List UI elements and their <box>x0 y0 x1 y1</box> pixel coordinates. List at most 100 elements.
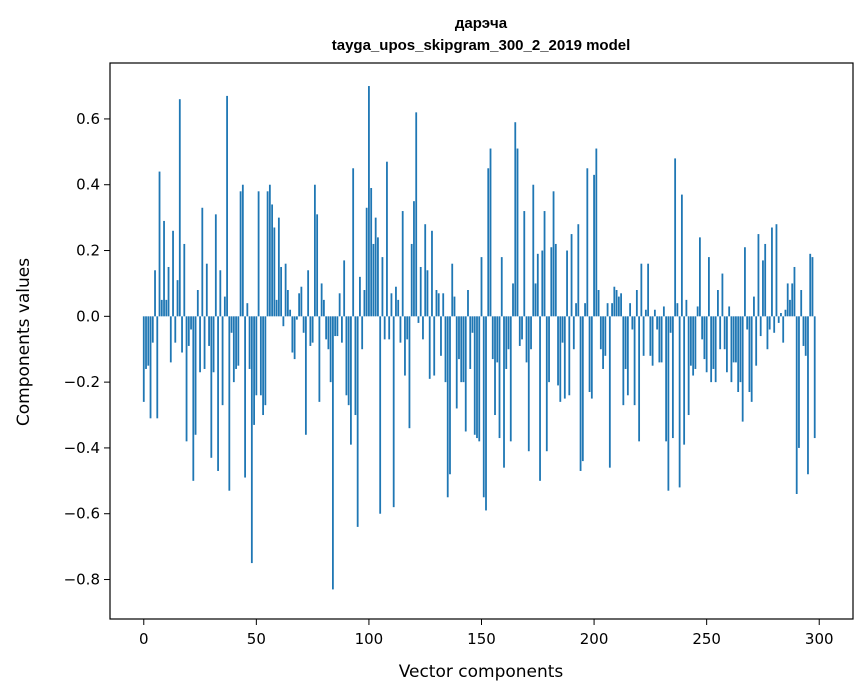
bar-101 <box>370 188 373 317</box>
bar-216 <box>629 303 631 317</box>
bar-288 <box>791 283 794 317</box>
bar-27 <box>203 316 206 369</box>
bar-79 <box>320 283 323 317</box>
bar-115 <box>401 211 404 317</box>
bar-231 <box>662 306 665 317</box>
y-axis-label: Components values <box>14 258 34 426</box>
bar-165 <box>514 122 517 317</box>
bar-131 <box>437 293 440 317</box>
bar-196 <box>584 303 586 317</box>
bar-91 <box>347 316 350 406</box>
bar-172 <box>530 316 532 350</box>
bar-138 <box>453 296 456 317</box>
bar-157 <box>496 316 499 363</box>
bar-252 <box>710 316 713 383</box>
bar-254 <box>714 316 717 383</box>
bar-140 <box>458 316 460 360</box>
bar-39 <box>230 316 233 333</box>
bar-195 <box>581 316 584 462</box>
bar-235 <box>671 316 674 439</box>
bar-25 <box>199 316 201 373</box>
bar-94 <box>354 316 357 416</box>
bar-31 <box>212 316 215 373</box>
bar-48 <box>250 316 253 564</box>
bar-105 <box>379 316 382 514</box>
bar-54 <box>264 316 267 406</box>
bar-7 <box>158 171 161 317</box>
bar-261 <box>730 316 733 383</box>
y-tick-label: −0.8 <box>64 571 100 589</box>
y-tick-label: −0.2 <box>64 373 100 391</box>
bar-263 <box>735 316 737 363</box>
bar-236 <box>674 158 677 317</box>
bar-183 <box>554 243 557 317</box>
bar-109 <box>388 316 391 340</box>
bar-4 <box>151 316 154 343</box>
bar-59 <box>275 299 278 317</box>
bar-155 <box>491 316 494 360</box>
bar-223 <box>644 309 647 317</box>
y-tick-label: −0.4 <box>64 439 100 457</box>
bar-18 <box>183 243 186 317</box>
bar-185 <box>559 316 562 402</box>
bar-87 <box>338 293 341 317</box>
bar-130 <box>435 290 438 317</box>
bar-274 <box>759 316 762 337</box>
bar-47 <box>248 316 251 369</box>
bar-89 <box>343 260 346 317</box>
bar-121 <box>415 112 418 317</box>
bar-169 <box>523 211 526 317</box>
bar-255 <box>717 290 719 317</box>
x-tick-label: 150 <box>467 630 496 648</box>
bar-21 <box>190 316 192 330</box>
bar-46 <box>246 303 249 317</box>
x-tick-label: 200 <box>580 630 609 648</box>
bar-34 <box>219 270 222 317</box>
bar-123 <box>419 266 422 317</box>
bar-11 <box>167 266 170 317</box>
bar-245 <box>694 316 697 369</box>
bar-202 <box>597 290 600 317</box>
bar-209 <box>613 286 616 317</box>
bar-142 <box>462 316 465 383</box>
bar-284 <box>782 316 785 343</box>
bar-271 <box>753 296 755 317</box>
bar-97 <box>361 316 364 350</box>
bar-26 <box>201 207 204 317</box>
bar-64 <box>286 290 289 317</box>
bar-90 <box>345 316 348 396</box>
bar-167 <box>518 316 521 346</box>
bar-144 <box>467 290 469 317</box>
bar-179 <box>545 316 548 452</box>
bar-250 <box>705 316 708 373</box>
bar-83 <box>329 316 332 383</box>
bar-190 <box>570 234 573 317</box>
bar-147 <box>473 316 476 435</box>
bar-0 <box>142 316 145 402</box>
bar-264 <box>737 316 740 392</box>
bar-28 <box>205 263 208 317</box>
bar-283 <box>780 313 782 317</box>
bar-279 <box>771 227 773 317</box>
bar-286 <box>786 283 789 317</box>
bar-207 <box>608 316 611 468</box>
bar-146 <box>471 316 474 333</box>
bar-220 <box>638 316 641 442</box>
bar-206 <box>606 303 609 317</box>
bar-222 <box>642 316 645 356</box>
bar-114 <box>399 316 402 343</box>
bar-35 <box>221 316 224 406</box>
bar-166 <box>516 148 519 317</box>
bar-129 <box>433 316 436 376</box>
bar-32 <box>214 214 217 317</box>
bar-29 <box>208 316 210 346</box>
bar-256 <box>719 316 722 350</box>
bar-6 <box>156 316 159 419</box>
bar-69 <box>298 293 301 317</box>
bar-45 <box>244 316 246 478</box>
bar-291 <box>798 316 800 448</box>
bar-107 <box>383 316 386 340</box>
bar-249 <box>703 316 706 360</box>
bar-175 <box>536 253 539 317</box>
bar-177 <box>541 250 544 317</box>
